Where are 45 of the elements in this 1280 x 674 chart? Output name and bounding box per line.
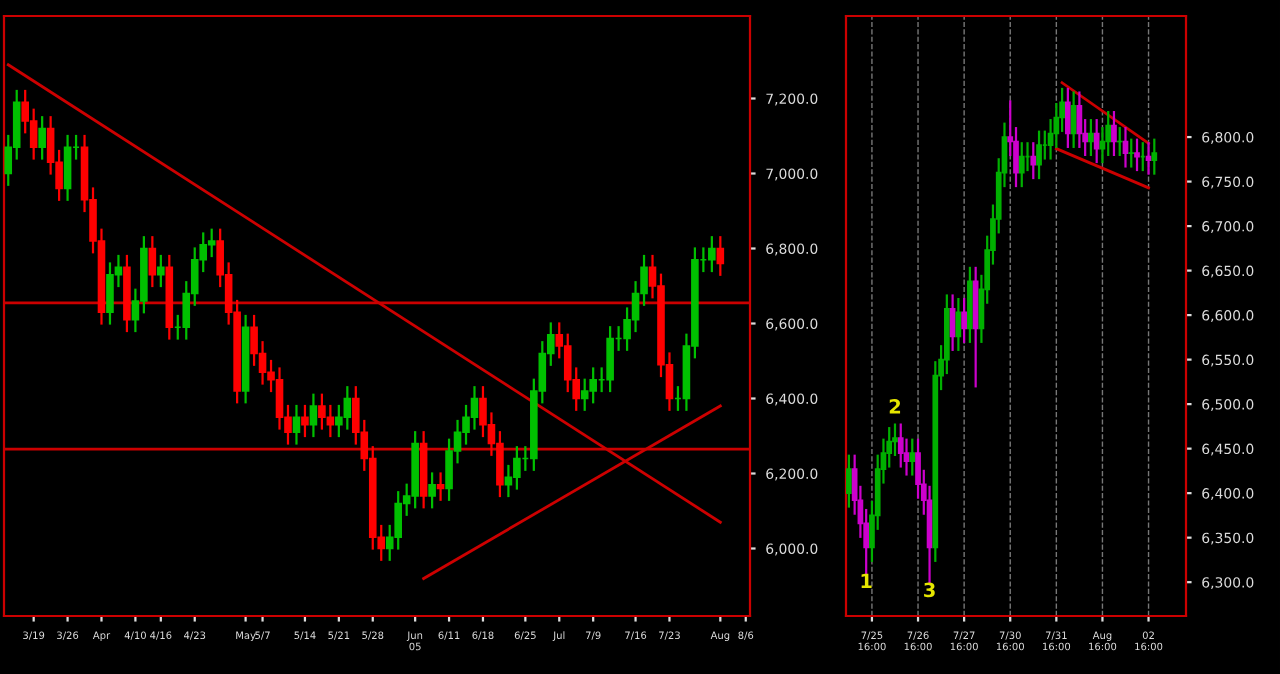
candlestick xyxy=(606,326,614,393)
candlestick xyxy=(318,393,326,430)
annotation: 2 xyxy=(889,399,901,414)
candlestick xyxy=(1145,142,1152,175)
candlestick xyxy=(1134,138,1140,172)
candlestick xyxy=(589,367,597,404)
candlestick xyxy=(961,297,967,343)
candlestick xyxy=(63,134,72,201)
candlestick xyxy=(428,472,436,509)
annotation: 1 xyxy=(861,573,872,589)
candlestick xyxy=(1151,138,1158,175)
candlestick xyxy=(1088,119,1094,156)
candlestick xyxy=(967,266,973,343)
candlestick xyxy=(157,254,165,288)
candlestick xyxy=(1018,142,1025,188)
candlestick xyxy=(436,472,445,501)
annotation: 3 xyxy=(924,582,935,598)
candlestick xyxy=(716,236,725,276)
candlestick xyxy=(972,266,979,388)
candlestick xyxy=(470,386,479,430)
candlestick xyxy=(301,404,309,438)
candlestick xyxy=(708,236,716,273)
candlestick xyxy=(897,423,904,468)
candlestick xyxy=(29,108,38,160)
candlestick xyxy=(513,446,521,490)
candlestick xyxy=(909,438,916,476)
candlestick xyxy=(1030,142,1037,180)
candlestick xyxy=(846,454,852,508)
candlestick xyxy=(309,393,318,438)
candlestick xyxy=(148,236,157,288)
candlestick xyxy=(580,378,589,411)
candlestick xyxy=(1036,130,1042,180)
candlestick xyxy=(292,404,301,445)
candlestick xyxy=(207,228,216,258)
candlestick xyxy=(38,116,46,160)
candlestick xyxy=(343,386,352,430)
candlestick xyxy=(1093,119,1100,164)
candlestick xyxy=(1111,111,1117,156)
candlestick xyxy=(504,464,513,498)
candlestick xyxy=(1105,111,1112,156)
candlestick xyxy=(275,367,284,430)
candlestick xyxy=(106,262,114,325)
candlestick xyxy=(1065,87,1071,148)
candlestick xyxy=(326,404,335,438)
candlestick xyxy=(1128,138,1135,168)
